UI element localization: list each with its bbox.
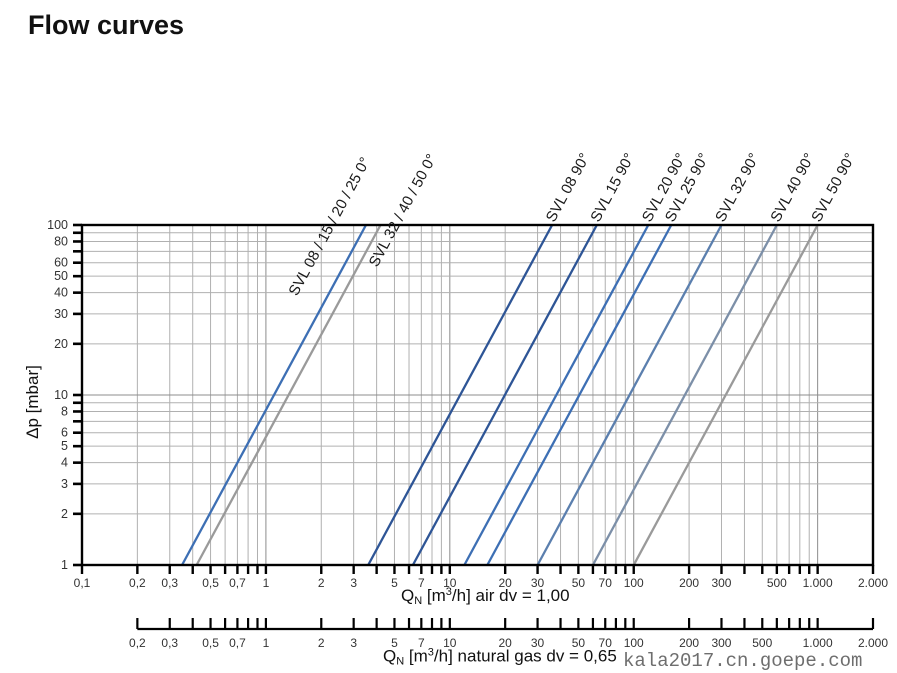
- svg-text:3: 3: [350, 636, 357, 650]
- svg-text:0,7: 0,7: [229, 636, 246, 650]
- svg-text:300: 300: [711, 576, 731, 590]
- svg-text:500: 500: [752, 636, 772, 650]
- svg-text:SVL 32 90°: SVL 32 90°: [712, 150, 763, 224]
- svg-text:70: 70: [599, 636, 613, 650]
- svg-text:3: 3: [350, 576, 357, 590]
- svg-text:1: 1: [263, 636, 270, 650]
- svg-text:30: 30: [54, 307, 68, 321]
- svg-text:0,3: 0,3: [161, 636, 178, 650]
- svg-text:100: 100: [47, 218, 68, 232]
- svg-text:40: 40: [54, 286, 68, 300]
- svg-text:2: 2: [318, 636, 325, 650]
- svg-text:300: 300: [711, 636, 731, 650]
- svg-text:8: 8: [61, 404, 68, 418]
- svg-text:6: 6: [61, 426, 68, 440]
- svg-text:0,2: 0,2: [129, 576, 146, 590]
- svg-text:Δp [mbar]: Δp [mbar]: [23, 365, 42, 439]
- svg-text:5: 5: [61, 439, 68, 453]
- svg-text:50: 50: [572, 576, 586, 590]
- svg-text:SVL 32 / 40 / 50 0°: SVL 32 / 40 / 50 0°: [366, 151, 441, 270]
- svg-text:200: 200: [679, 576, 699, 590]
- svg-text:10: 10: [443, 636, 457, 650]
- svg-text:2: 2: [61, 507, 68, 521]
- svg-text:1.000: 1.000: [803, 576, 833, 590]
- svg-text:1: 1: [61, 558, 68, 572]
- svg-text:5: 5: [391, 636, 398, 650]
- svg-text:10: 10: [54, 388, 68, 402]
- svg-text:20: 20: [499, 636, 513, 650]
- svg-text:QN [m3/h] air dv = 1,00: QN [m3/h] air dv = 1,00: [401, 586, 570, 607]
- svg-text:100: 100: [624, 636, 644, 650]
- svg-text:50: 50: [54, 269, 68, 283]
- svg-text:SVL 08 90°: SVL 08 90°: [543, 150, 594, 224]
- svg-text:1.000: 1.000: [803, 636, 833, 650]
- svg-text:100: 100: [624, 576, 644, 590]
- svg-text:50: 50: [572, 636, 586, 650]
- svg-text:60: 60: [54, 256, 68, 270]
- svg-text:200: 200: [679, 636, 699, 650]
- svg-text:1: 1: [263, 576, 270, 590]
- svg-text:0,5: 0,5: [202, 576, 219, 590]
- svg-text:SVL 15 90°: SVL 15 90°: [587, 150, 638, 224]
- svg-text:500: 500: [767, 576, 787, 590]
- svg-text:5: 5: [391, 576, 398, 590]
- svg-text:kala2017.cn.goepe.com: kala2017.cn.goepe.com: [623, 650, 862, 672]
- svg-text:0,5: 0,5: [202, 636, 219, 650]
- svg-text:0,3: 0,3: [161, 576, 178, 590]
- svg-text:0,7: 0,7: [229, 576, 246, 590]
- svg-text:0,1: 0,1: [74, 576, 91, 590]
- svg-text:70: 70: [599, 576, 613, 590]
- svg-text:2.000: 2.000: [858, 576, 888, 590]
- svg-text:4: 4: [61, 456, 68, 470]
- svg-text:SVL 08 / 15 / 20 / 25 0°: SVL 08 / 15 / 20 / 25 0°: [285, 155, 374, 299]
- svg-text:2: 2: [318, 576, 325, 590]
- svg-text:80: 80: [54, 234, 68, 248]
- svg-text:30: 30: [531, 636, 545, 650]
- svg-text:20: 20: [54, 337, 68, 351]
- svg-text:7: 7: [418, 636, 425, 650]
- svg-text:2.000: 2.000: [858, 636, 888, 650]
- svg-text:0,2: 0,2: [129, 636, 146, 650]
- svg-text:3: 3: [61, 477, 68, 491]
